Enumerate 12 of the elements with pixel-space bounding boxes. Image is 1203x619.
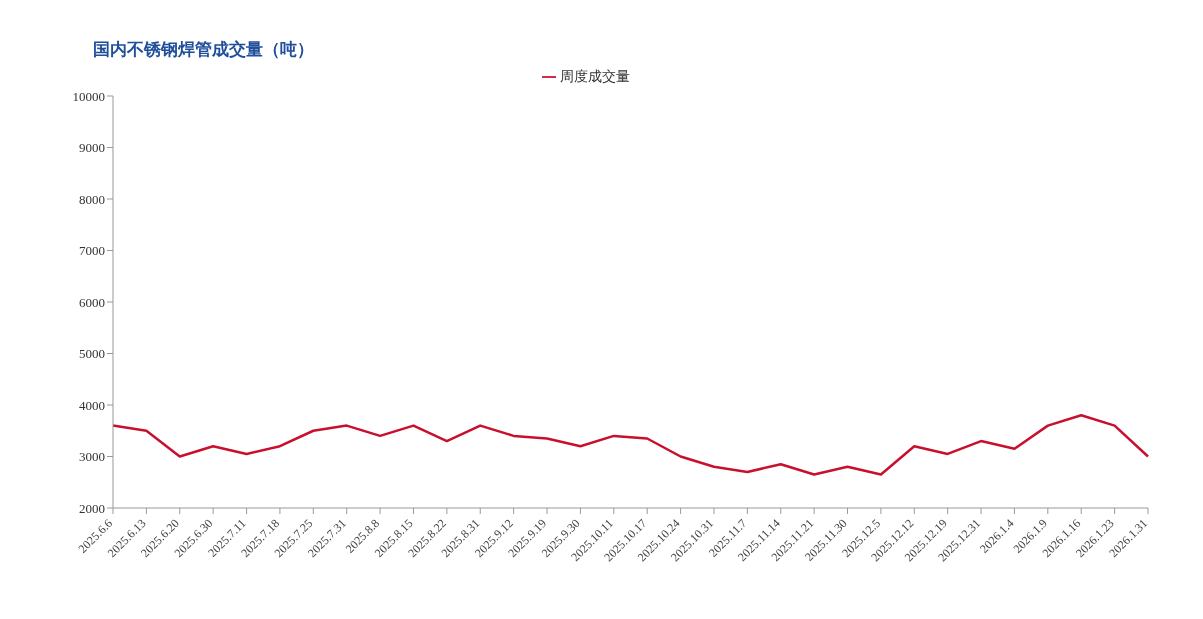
y-tick-label: 4000	[79, 397, 105, 413]
y-tick-label: 10000	[72, 88, 105, 104]
y-tick-label: 8000	[79, 191, 105, 207]
y-tick-label: 9000	[79, 140, 105, 156]
y-tick-label: 2000	[79, 500, 105, 516]
y-tick-label: 7000	[79, 243, 105, 259]
y-tick-label: 6000	[79, 294, 105, 310]
legend-label: 周度成交量	[559, 68, 630, 84]
line-series	[111, 414, 1150, 476]
y-tick-label: 5000	[79, 346, 105, 362]
y-tick-label: 3000	[79, 449, 105, 465]
chart-title: 国内不锈钢焊管成交量（吨）	[93, 38, 314, 61]
